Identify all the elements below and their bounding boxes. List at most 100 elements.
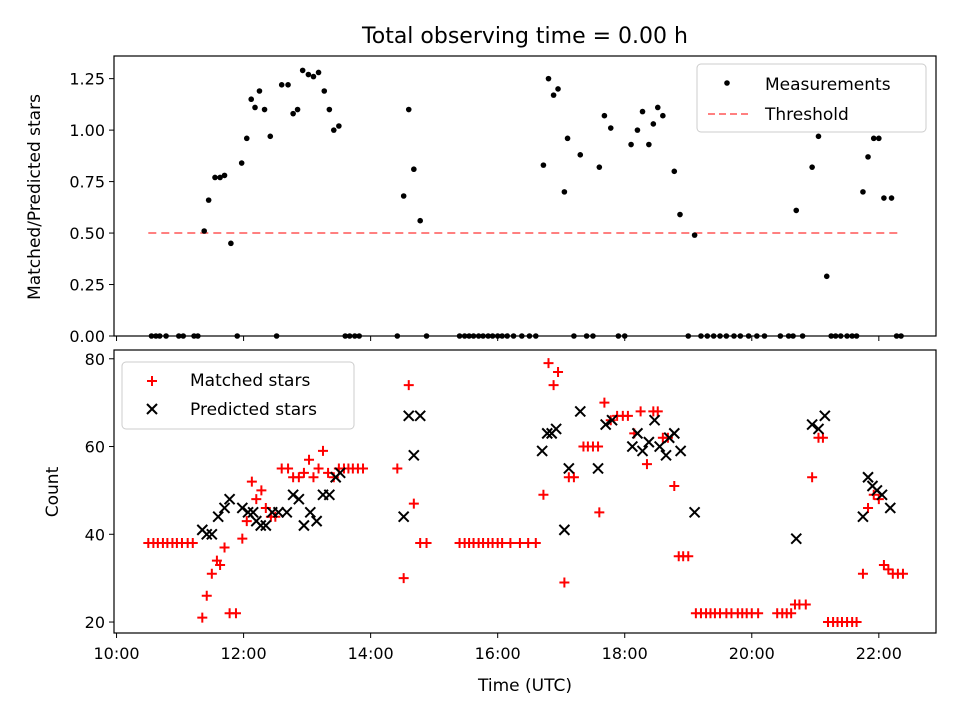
measurement-point: [888, 195, 895, 201]
predicted-star-point: [606, 414, 618, 426]
predicted-star-point: [806, 418, 818, 431]
matched-star-point: [568, 472, 579, 483]
measurement-point: [294, 106, 301, 113]
predicted-star-point: [884, 502, 896, 514]
matched-star-point: [505, 538, 516, 549]
measurement-point: [400, 193, 407, 199]
measurement-point: [336, 123, 342, 129]
predicted-star-point: [298, 519, 310, 532]
predicted-star-point: [631, 427, 644, 440]
x-tick-label: 14:00: [348, 644, 394, 663]
predicted-star-point: [304, 506, 316, 519]
matched-star-point: [215, 559, 226, 570]
measurement-point: [809, 164, 815, 170]
matched-star-point: [230, 608, 241, 619]
legend-predicted-marker: [146, 403, 158, 415]
predicted-star-point: [653, 440, 666, 453]
predicted-star-point: [819, 410, 831, 422]
measurement-point: [815, 133, 822, 140]
measurement-point: [299, 67, 306, 74]
predicted-star-point: [255, 519, 267, 532]
predicted-star-point: [688, 506, 701, 519]
legend-measurement-marker: [724, 80, 730, 86]
predicted-star-point: [862, 471, 874, 483]
measurement-point: [628, 141, 634, 148]
x-axis-label: Time (UTC): [477, 676, 572, 696]
top-panel: 0.00 0.25 0.50 0.75 1.00 1.25 Matched/Predict…: [25, 55, 937, 346]
measurement-point: [601, 112, 608, 119]
measurement-point: [654, 104, 661, 111]
measurement-point: [248, 96, 255, 103]
measurement-point: [205, 197, 212, 203]
matched-star-point: [786, 608, 797, 619]
matched-star-point: [800, 599, 811, 610]
predicted-star-point: [599, 418, 612, 431]
predicted-star-point: [403, 410, 415, 422]
predicted-star-point: [212, 511, 224, 523]
predicted-star-point: [281, 506, 293, 519]
predicted-star-point: [310, 515, 323, 527]
predicted-star-point: [334, 467, 346, 479]
matched-star-point: [593, 441, 604, 452]
measurement-point: [243, 135, 250, 142]
measurement-point: [639, 108, 646, 115]
measurement-point: [417, 217, 423, 224]
matched-star-point: [201, 590, 212, 601]
predicted-star-point: [857, 511, 869, 523]
measurement-point: [252, 104, 258, 111]
measurement-point: [555, 86, 561, 92]
predicted-star-point: [812, 423, 825, 435]
matched-star-point: [408, 498, 419, 509]
measurement-point: [596, 164, 603, 170]
predicted-star-point: [536, 445, 548, 457]
bottom-y-axis-label: Count: [43, 466, 63, 517]
matched-star-point: [851, 617, 862, 628]
measurement-point: [550, 92, 557, 98]
matched-star-point: [197, 612, 208, 623]
predicted-star-point: [876, 489, 888, 501]
top-y-tick-label: 1.25: [69, 70, 105, 89]
matched-star-point: [219, 542, 230, 553]
measurement-point: [646, 141, 652, 148]
predicted-star-point: [660, 449, 672, 462]
predicted-star-point: [206, 528, 218, 540]
predicted-star-point: [643, 436, 655, 448]
x-tick-label: 10:00: [93, 644, 139, 663]
matched-star-point: [897, 568, 908, 579]
top-x-ticks: [116, 336, 880, 341]
measurement-point: [540, 162, 547, 168]
measurement-point: [671, 168, 678, 175]
measurement-point: [660, 112, 666, 119]
measurement-point: [823, 273, 830, 280]
matched-star-point: [392, 463, 403, 474]
predicted-star-point: [293, 493, 305, 505]
top-y-tick-label: 0.50: [69, 224, 105, 243]
measurement-point: [201, 228, 208, 234]
matched-star-point: [599, 397, 610, 408]
legend-threshold-label: Threshold: [764, 105, 849, 125]
measurement-point: [285, 82, 291, 88]
matched-star-point: [594, 507, 605, 518]
x-tick-label: 22:00: [856, 644, 902, 663]
bottom-legend-box: [121, 361, 355, 430]
legend-matched-marker: [147, 376, 157, 386]
matched-star-point: [403, 380, 414, 391]
predicted-star-point: [397, 511, 410, 523]
measurement-point: [793, 207, 800, 214]
x-tick-label: 16:00: [475, 644, 521, 663]
predicted-star-point: [668, 427, 680, 440]
measurement-point: [261, 106, 268, 113]
predicted-star-point: [648, 414, 661, 426]
predicted-star-point: [408, 449, 420, 462]
bottom-x-axis: 10:00 12:00 14:00 16:00 18:00 20:00 22:00: [93, 633, 902, 663]
legend-matched-label: Matched stars: [190, 371, 310, 391]
predicted-star-point: [626, 440, 639, 453]
predicted-star-point: [414, 410, 426, 422]
predicted-star-point: [636, 445, 649, 457]
measurement-point: [870, 135, 877, 142]
measurement-point: [564, 135, 571, 142]
matched-star-point: [753, 608, 764, 619]
predicted-star-point: [674, 445, 687, 457]
matched-star-point: [878, 559, 889, 570]
